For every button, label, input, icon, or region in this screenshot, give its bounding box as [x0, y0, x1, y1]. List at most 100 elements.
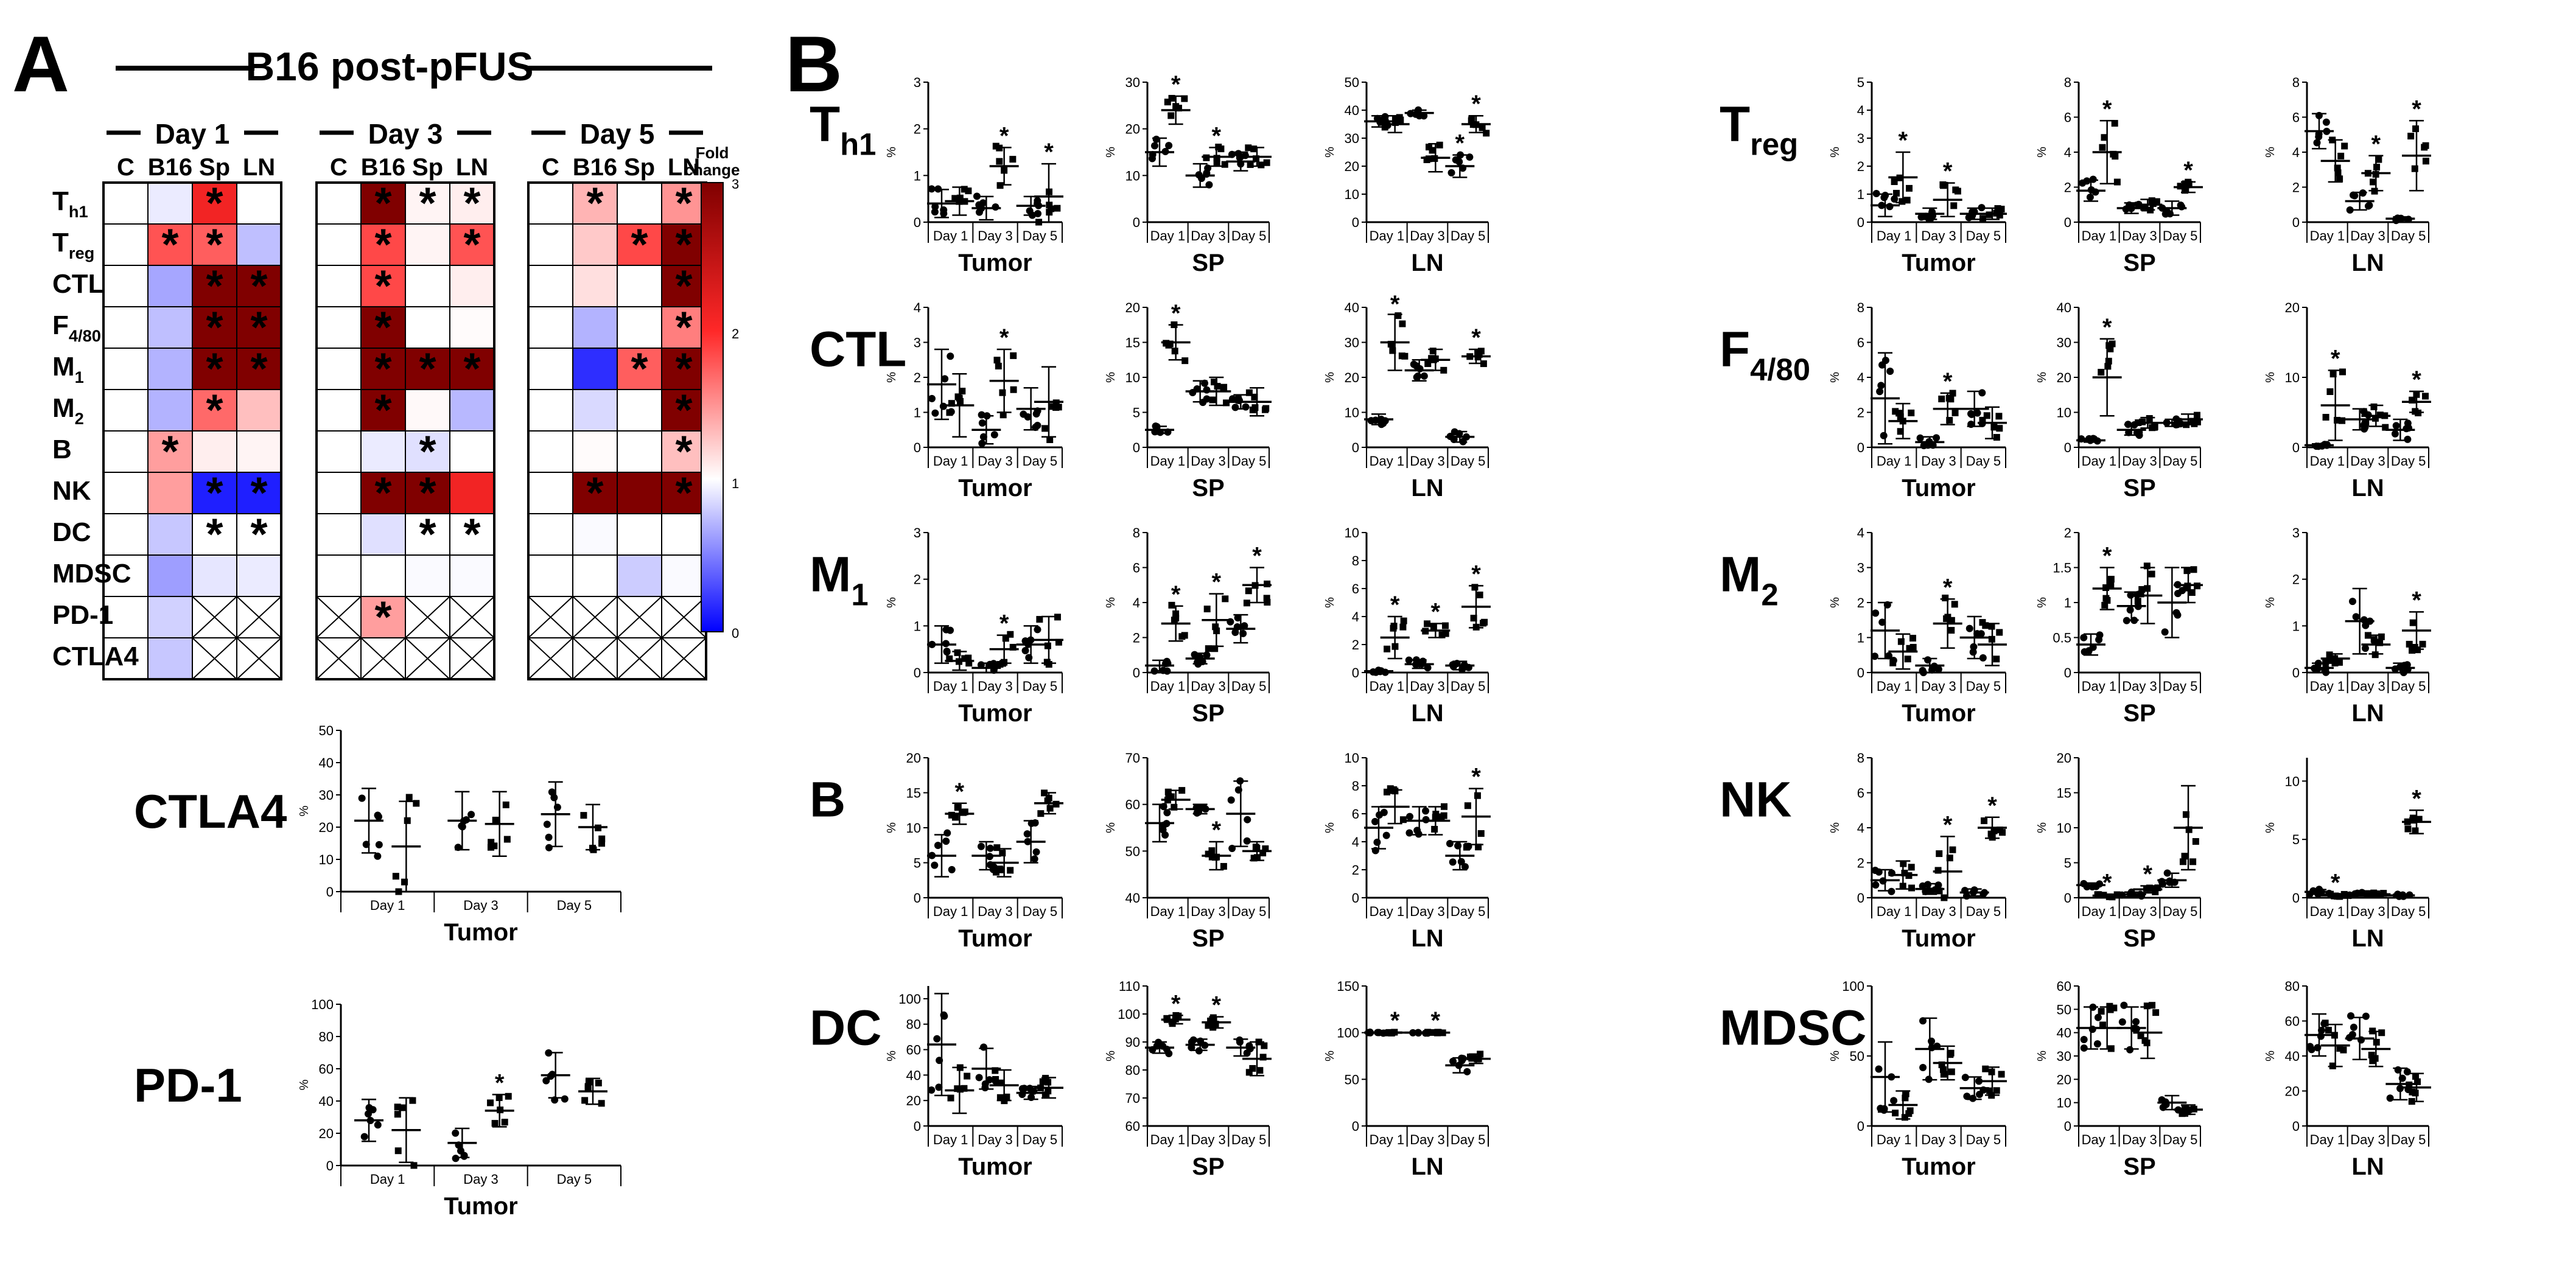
- data-point: [2373, 1038, 2380, 1046]
- data-point: [1046, 436, 1054, 443]
- heatmap-cell: [192, 306, 237, 349]
- data-point: [2083, 177, 2091, 185]
- data-point: [1916, 434, 1924, 442]
- y-tick-label: 20: [1125, 122, 1140, 137]
- y-tick-label: 8: [1857, 750, 1864, 766]
- data-point: [1195, 1047, 1203, 1055]
- data-point: [1962, 892, 1970, 900]
- x-axis-title: SP: [1192, 925, 1224, 952]
- data-point: [551, 1096, 559, 1104]
- data-point: [503, 836, 511, 843]
- data-point: [2403, 661, 2411, 669]
- data-point: [964, 1072, 971, 1080]
- data-point: [2369, 1027, 2376, 1035]
- data-point: [1207, 1017, 1214, 1024]
- scatter-plot: 0 10 20 30 40% Day 1 Day 3 Day 5 SP *: [2035, 300, 2203, 502]
- data-point: [1264, 580, 1271, 587]
- panel-label-a: A: [12, 19, 69, 108]
- data-point: [2152, 1009, 2160, 1016]
- x-group-label: Day 1: [1877, 904, 1911, 919]
- y-tick-label: 80: [906, 1017, 921, 1032]
- scatter-plot: 0 10 20 30% Day 1 Day 3 Day 5 SP * *: [1104, 71, 1272, 276]
- data-point: [942, 640, 950, 648]
- data-point: [2406, 1081, 2413, 1088]
- significance-asterisk: *: [374, 386, 391, 435]
- x-group-label: Day 1: [1150, 453, 1185, 469]
- data-point: [1407, 110, 1415, 117]
- data-point: [598, 840, 606, 847]
- y-axis-label: %: [1829, 1051, 1842, 1061]
- data-point: [2184, 582, 2191, 590]
- data-point: [2130, 617, 2138, 624]
- data-point: [1892, 1110, 1899, 1117]
- data-point: [2123, 617, 2130, 624]
- significance-asterisk: *: [250, 303, 267, 352]
- data-point: [1395, 312, 1402, 320]
- data-point: [1195, 171, 1203, 179]
- data-point: [1263, 595, 1270, 602]
- heatmap-cell: [449, 554, 495, 597]
- data-point: [985, 853, 993, 861]
- data-point: [452, 1155, 460, 1162]
- data-point: [1228, 395, 1236, 403]
- data-point: [1023, 830, 1031, 838]
- data-point: [1236, 777, 1244, 785]
- column-label: LN: [456, 154, 488, 181]
- y-tick-label: 15: [906, 786, 921, 801]
- significance-asterisk: *: [2412, 96, 2421, 122]
- heatmap-cell: [103, 513, 149, 556]
- plot-row-label: PD-1: [134, 1058, 242, 1112]
- data-point: [2360, 616, 2368, 624]
- data-point: [553, 803, 561, 811]
- data-point: [1026, 207, 1034, 215]
- y-tick-label: 10: [1125, 168, 1140, 183]
- data-point: [1205, 850, 1212, 858]
- data-point: [455, 1141, 463, 1149]
- scatter-plot: 0 10 20% Day 1 Day 3 Day 5 LN * *: [2264, 300, 2431, 502]
- y-tick-label: 4: [1352, 834, 1359, 850]
- data-point: [542, 1077, 550, 1085]
- data-point: [1906, 645, 1913, 652]
- y-tick-label: 100: [898, 991, 921, 1007]
- y-axis-label: %: [1323, 372, 1337, 383]
- heatmap-cell: [528, 430, 573, 473]
- x-group-label: Day 5: [2391, 1132, 2426, 1147]
- heatmap-cell: [528, 223, 573, 266]
- data-point: [2110, 1004, 2118, 1012]
- significance-asterisk: *: [1943, 368, 1953, 395]
- data-point: [1381, 124, 1388, 131]
- y-tick-label: 110: [1119, 979, 1140, 994]
- data-point: [1211, 379, 1218, 386]
- data-point: [1996, 212, 2003, 219]
- data-point: [1164, 788, 1172, 795]
- data-point: [2350, 1023, 2357, 1031]
- x-group-label: Day 5: [1231, 453, 1266, 469]
- data-point: [1391, 788, 1399, 795]
- x-group-label: Day 3: [1410, 1132, 1444, 1147]
- heatmap-cell: [236, 430, 282, 473]
- data-point: [1048, 403, 1055, 410]
- y-tick-label: 0: [2064, 665, 2071, 680]
- data-point: [2376, 639, 2384, 646]
- column-label: C: [117, 154, 135, 181]
- data-point: [1043, 659, 1051, 666]
- na-cross: [192, 596, 237, 638]
- y-axis-label: %: [1323, 147, 1337, 158]
- x-group-label: Day 3: [1921, 679, 1956, 694]
- data-point: [2090, 435, 2098, 443]
- y-tick-label: 60: [1125, 1119, 1140, 1134]
- significance-asterisk: *: [1390, 291, 1400, 318]
- na-cross: [617, 637, 662, 680]
- data-point: [1412, 362, 1420, 370]
- data-point: [1194, 660, 1202, 668]
- data-point: [1919, 1017, 1927, 1025]
- significance-asterisk: *: [250, 469, 267, 517]
- heatmap-cell: [449, 472, 495, 514]
- y-tick-label: 2: [914, 370, 921, 385]
- x-axis-title: SP: [1192, 700, 1224, 727]
- data-point: [2132, 1018, 2140, 1026]
- data-point: [948, 811, 955, 819]
- data-point: [375, 841, 383, 848]
- data-point: [1949, 390, 1956, 397]
- data-point: [1039, 1078, 1046, 1085]
